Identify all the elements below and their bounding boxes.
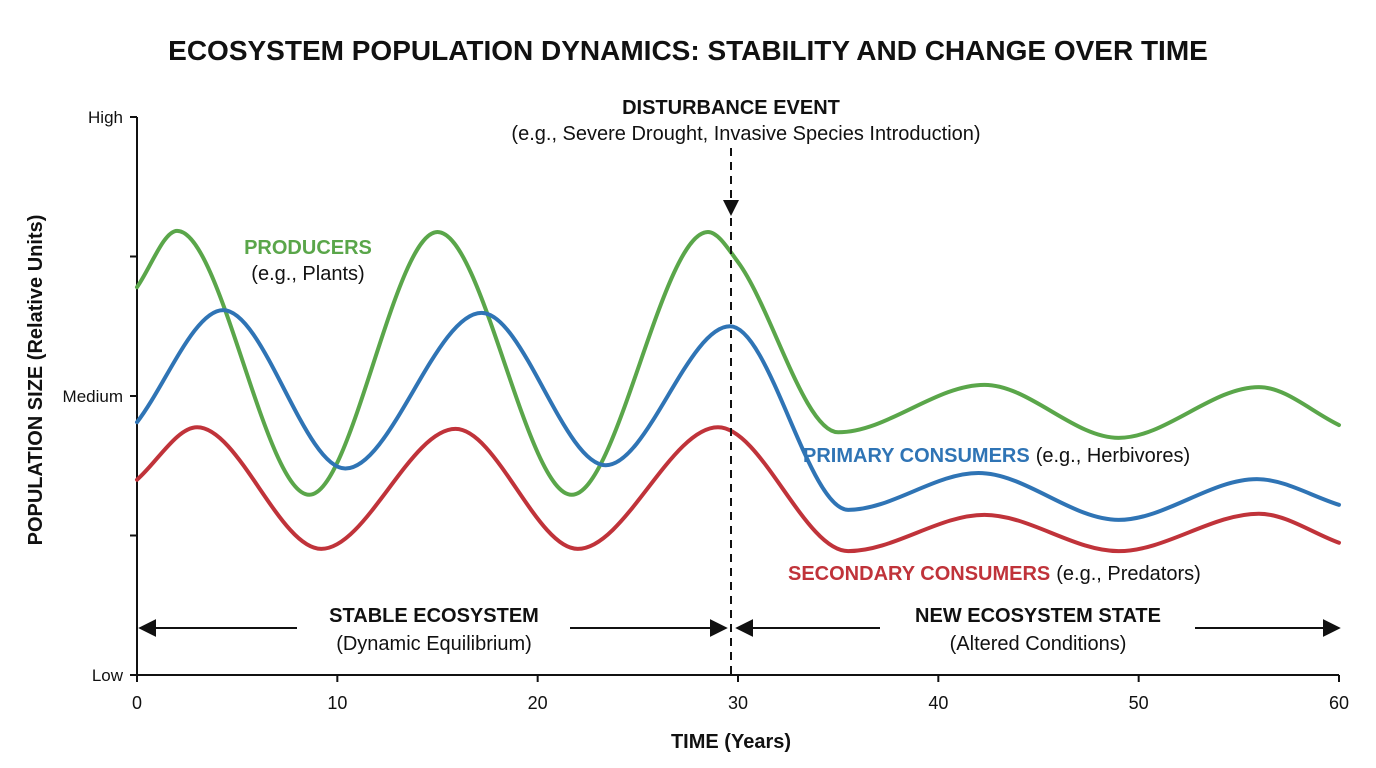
x-tick-label: 0	[132, 693, 142, 713]
x-tick-label: 50	[1129, 693, 1149, 713]
axes: 0 10 20 30 40 50 60 Low Medium High	[63, 108, 1349, 713]
x-tick-label: 10	[327, 693, 347, 713]
series-line-producers	[135, 228, 1341, 497]
disturbance-arrow-icon	[723, 200, 739, 216]
primary-label: PRIMARY CONSUMERS (e.g., Herbivores)	[803, 445, 1190, 467]
new-title: NEW ECOSYSTEM STATE	[915, 605, 1161, 627]
x-tick-label: 60	[1329, 693, 1349, 713]
disturbance-subtitle: (e.g., Severe Drought, Invasive Species …	[511, 123, 980, 145]
y-tick-label: Medium	[63, 387, 123, 406]
chart-title: ECOSYSTEM POPULATION DYNAMICS: STABILITY…	[168, 35, 1208, 66]
series-lines	[135, 228, 1341, 554]
x-tick-label: 40	[928, 693, 948, 713]
x-tick-label: 30	[728, 693, 748, 713]
stable-title: STABLE ECOSYSTEM	[329, 605, 539, 627]
producers-note: (e.g., Plants)	[251, 263, 364, 285]
producers-label: PRODUCERS	[244, 237, 372, 259]
y-axis-label: POPULATION SIZE (Relative Units)	[25, 215, 47, 546]
series-line-primary-consumers	[135, 308, 1341, 522]
x-tick-label: 20	[528, 693, 548, 713]
secondary-label: SECONDARY CONSUMERS (e.g., Predators)	[788, 563, 1201, 585]
y-tick-label: High	[88, 108, 123, 127]
new-subtitle: (Altered Conditions)	[950, 633, 1127, 655]
disturbance-title: DISTURBANCE EVENT	[622, 97, 840, 119]
x-axis-label: TIME (Years)	[671, 731, 791, 753]
series-line-secondary-consumers	[135, 425, 1341, 554]
y-tick-label: Low	[92, 666, 124, 685]
stable-subtitle: (Dynamic Equilibrium)	[336, 633, 532, 655]
